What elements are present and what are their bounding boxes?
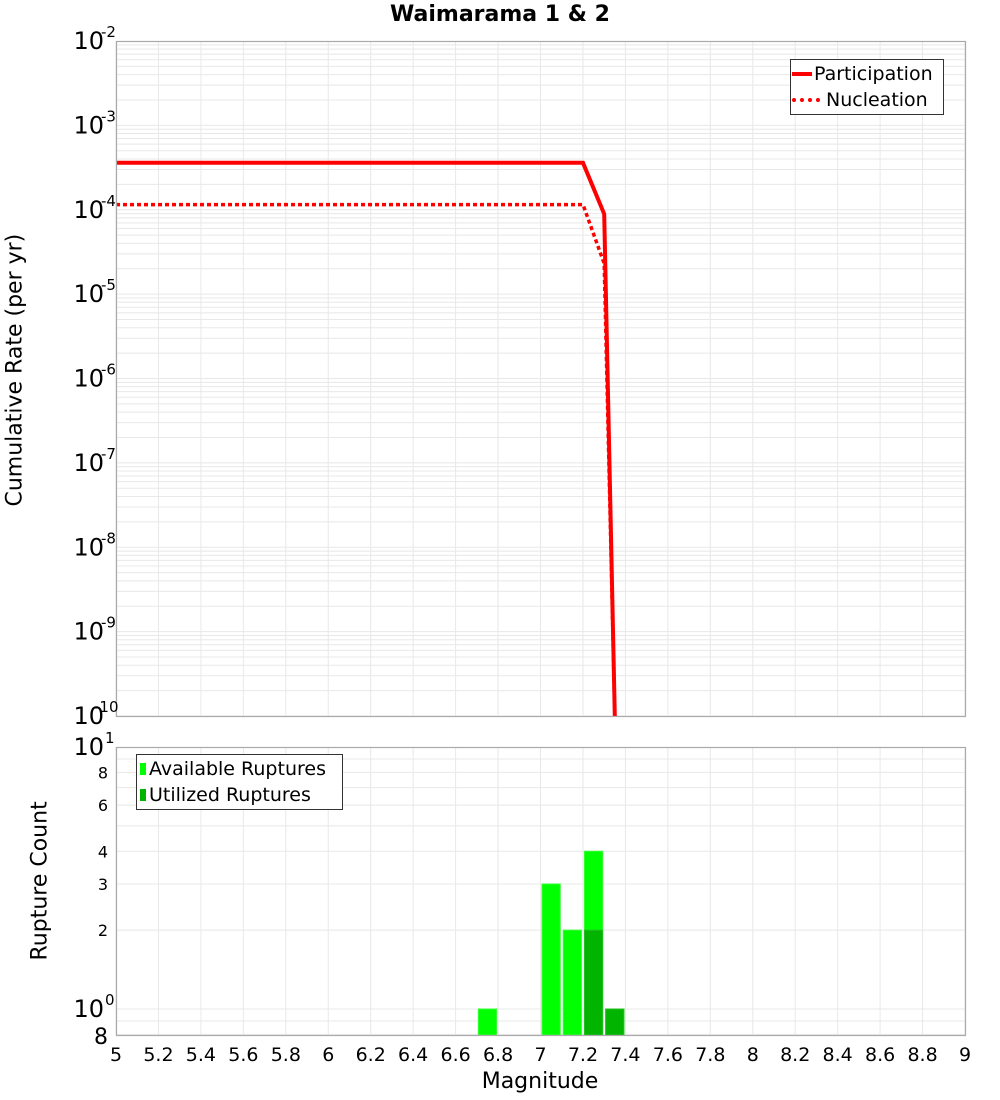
svg-text:-2: -2 [101, 23, 116, 41]
y-tick-label: 2 [98, 921, 108, 940]
nucleation-line [116, 202, 617, 717]
x-tick-label: 6.2 [356, 1044, 386, 1066]
top-y-axis-label: Cumulative Rate (per yr) [2, 233, 28, 507]
y-tick-label: 8 [94, 1025, 108, 1050]
y-tick-label: 10 [73, 27, 104, 55]
y-tick-label: 10 [73, 449, 104, 477]
svg-text:-7: -7 [101, 445, 116, 463]
x-tick-label: 7.8 [695, 1044, 725, 1066]
legend-label-nucleation: Nucleation [826, 89, 928, 111]
y-tick-label: 10 [73, 995, 104, 1023]
x-tick-label: 7.2 [568, 1044, 598, 1066]
y-tick-label: 10 [73, 533, 104, 561]
svg-text:-3: -3 [101, 107, 116, 125]
y-tick-label: 10 [73, 618, 104, 646]
x-tick-label: 6.4 [398, 1044, 428, 1066]
x-tick-label: 8.6 [865, 1044, 895, 1066]
rate-legend: Participation Nucleation [790, 59, 944, 115]
y-tick-label: 4 [98, 842, 108, 861]
x-tick-label: 7.4 [610, 1044, 640, 1066]
y-tick-label: 10 [73, 733, 104, 761]
utilized-bar [583, 929, 604, 1036]
x-tick-label: 6.6 [440, 1044, 470, 1066]
svg-text:-4: -4 [101, 192, 116, 210]
x-tick-label: 6.8 [483, 1044, 513, 1066]
x-tick-label: 6 [322, 1044, 334, 1066]
x-tick-label: 5 [110, 1044, 122, 1066]
x-tick-label: 8.4 [823, 1044, 853, 1066]
svg-text:0: 0 [105, 991, 115, 1009]
available-bar [562, 929, 582, 1036]
legend-item-utilized: Utilized Ruptures [137, 782, 342, 808]
y-tick-label: 10 [73, 280, 104, 308]
svg-text:-5: -5 [101, 276, 116, 294]
x-tick-label: 9 [959, 1044, 971, 1066]
available-swatch-icon [140, 763, 146, 775]
chart-title: Waimarama 1 & 2 [390, 2, 610, 27]
legend-item-nucleation: Nucleation [791, 87, 943, 113]
utilized-swatch-icon [140, 789, 146, 801]
y-tick-label: 10 [73, 196, 104, 224]
x-tick-label: 8 [747, 1044, 759, 1066]
y-tick-label: 3 [98, 875, 108, 894]
svg-text:-8: -8 [101, 529, 116, 547]
x-tick-label: 7 [534, 1044, 546, 1066]
x-tick-label: 5.4 [186, 1044, 216, 1066]
x-tick-label: 5.6 [228, 1044, 258, 1066]
solid-line-swatch-icon [792, 72, 812, 76]
utilized-bar [605, 1008, 625, 1036]
svg-text:-10: -10 [94, 698, 119, 716]
y-tick-label: 10 [73, 702, 104, 730]
available-bar [541, 883, 561, 1036]
x-tick-label: 7.6 [653, 1044, 683, 1066]
x-tick-label: 8.2 [780, 1044, 810, 1066]
bottom-y-axis-label: Rupture Count [27, 801, 53, 961]
legend-label-utilized: Utilized Ruptures [149, 784, 311, 806]
svg-text:-6: -6 [101, 361, 116, 379]
dotted-line-swatch-icon [792, 98, 820, 102]
legend-label-available: Available Ruptures [149, 758, 326, 780]
rate-plot: 10-210-310-410-510-610-710-810-910-10 [73, 23, 967, 730]
y-tick-label: 6 [98, 796, 108, 815]
x-tick-label: 8.8 [907, 1044, 937, 1066]
available-bar [477, 1008, 498, 1036]
legend-label-participation: Participation [814, 63, 933, 85]
x-tick-label: 5.2 [143, 1044, 173, 1066]
legend-item-participation: Participation [791, 61, 943, 87]
svg-text:1: 1 [105, 729, 115, 747]
legend-item-available: Available Ruptures [137, 756, 342, 782]
svg-text:-9: -9 [101, 614, 116, 632]
rupture-legend: Available Ruptures Utilized Ruptures [136, 754, 343, 810]
x-axis-label: Magnitude [481, 1069, 599, 1094]
x-tick-label: 5.8 [271, 1044, 301, 1066]
y-tick-label: 10 [73, 111, 104, 139]
y-tick-label: 8 [98, 763, 108, 782]
y-tick-label: 10 [73, 365, 104, 393]
